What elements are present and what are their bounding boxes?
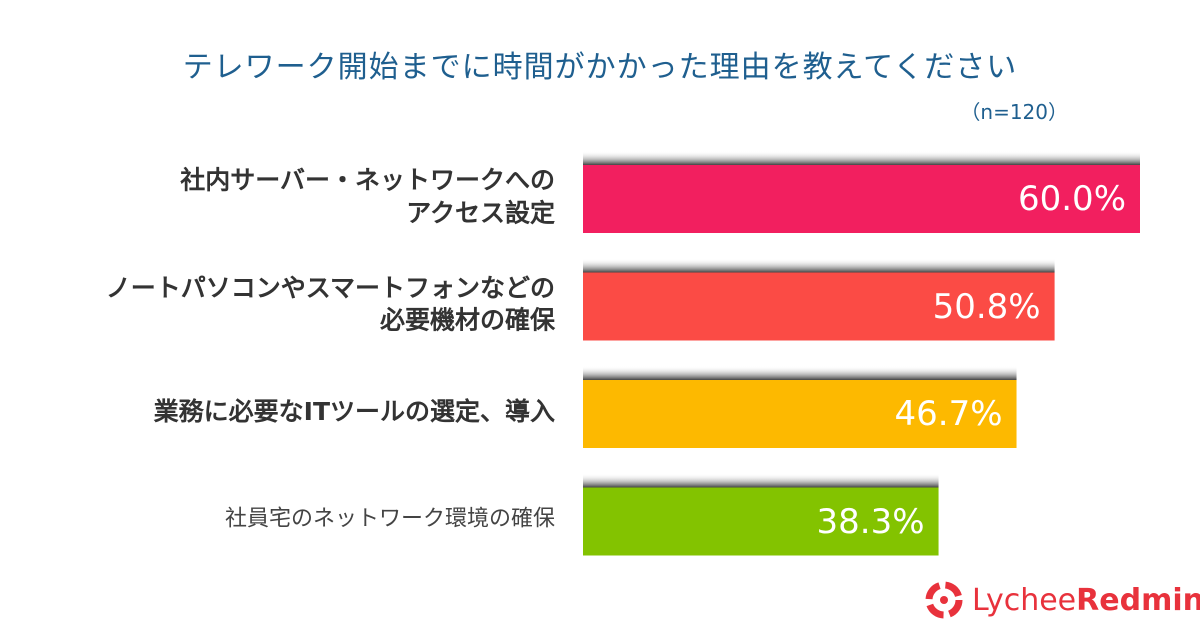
value-label: 38.3% — [816, 501, 925, 542]
bar-shadow — [583, 258, 1055, 273]
bar — [583, 165, 1140, 233]
category-label: 社内サーバー・ネットワークへの アクセス設定 — [180, 165, 555, 228]
logo-text: Lychee — [972, 583, 1077, 618]
chart-title: テレワーク開始までに時間がかかった理由を教えてください — [182, 50, 1018, 85]
bar — [583, 272, 1055, 341]
value-label: 50.8% — [932, 286, 1041, 327]
category-label: ノートパソコンやスマートフォンなどの 必要機材の確保 — [105, 273, 555, 335]
category-label: 社員宅のネットワーク環境の確保 — [224, 506, 555, 532]
category-label: 業務に必要なITツールの選定、導入 — [153, 396, 555, 426]
chart-subtitle: （n=120） — [960, 100, 1068, 124]
bar-shadow — [583, 151, 1140, 165]
bar — [583, 487, 939, 556]
bar-shadow — [583, 366, 1017, 380]
logo: LycheeRedmine — [972, 583, 1200, 618]
value-label: 60.0% — [1017, 179, 1126, 219]
bar — [583, 380, 1017, 448]
logo-icon — [925, 581, 963, 619]
value-label: 46.7% — [894, 394, 1003, 434]
logo-text: Redmine — [1076, 583, 1200, 618]
bar-shadow — [583, 473, 939, 488]
